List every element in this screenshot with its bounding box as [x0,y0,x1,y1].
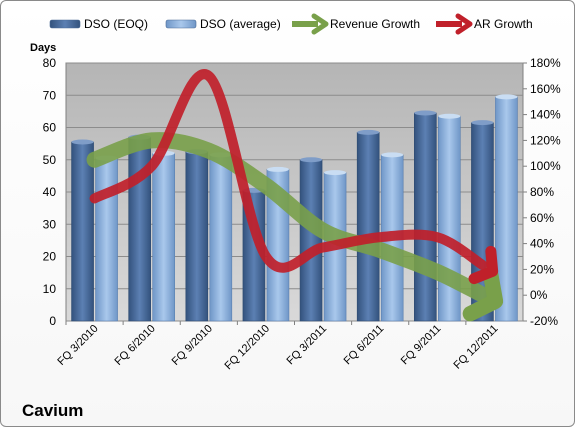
ar-growth-line [89,69,488,273]
legend-arrow-head [455,13,473,35]
legend-label: DSO (EOQ) [84,17,148,31]
bar-dso-eoq [414,112,437,322]
category-label: FQ 9/2010 [170,323,215,368]
right-tick-label: 0% [530,288,548,302]
left-tick-label: 10 [43,282,57,296]
right-tick-label: 80% [530,185,554,199]
bar-dso-average-top [381,152,404,158]
bar-dso-eoq-top [71,139,94,145]
bar-dso-eoq-top [414,110,437,116]
left-tick-label: 20 [43,250,57,264]
category-label: FQ 3/2011 [285,323,330,368]
revenue-growth-line [86,132,489,302]
bar-dso-average [95,157,118,322]
legend-label: DSO (average) [200,17,281,31]
bar-dso-eoq [185,151,209,322]
category-label: FQ 9/2011 [399,323,444,368]
left-tick-label: 40 [43,185,57,199]
bar-dso-eoq-top [300,157,323,163]
bar-dso-eoq [356,132,380,322]
legend-label: Revenue Growth [330,17,420,31]
bar-dso-average [152,153,175,322]
right-tick-label: 160% [530,82,561,96]
category-label: FQ 12/2011 [452,323,501,372]
bar-dso-eoq-top [471,120,494,126]
legend-label: AR Growth [474,17,533,31]
revenue-growth-arrowhead [462,265,504,322]
right-tick-label: 60% [530,211,554,225]
right-tick-label: 20% [530,262,554,276]
category-label: FQ 12/2010 [222,323,272,373]
left-tick-label: 70 [43,88,57,102]
bar-dso-average-top [495,94,518,100]
bar-dso-average-top [324,170,347,176]
right-tick-label: 180% [530,56,561,70]
right-tick-label: 40% [530,237,554,251]
legend: DSO (EOQ) DSO (average) Revenue Growth AR G… [49,13,533,35]
chart-title: Cavium [22,401,83,420]
left-tick-label: 30 [43,217,57,231]
bar-dso-average-top [438,113,461,119]
left-tick-label: 60 [43,121,57,135]
left-axis-label: Days [30,42,56,54]
right-tick-label: 100% [530,159,561,173]
left-tick-label: 80 [43,56,57,70]
bar-dso-average-top [266,166,289,172]
ar-growth-arrowhead [468,245,499,285]
right-tick-label: -20% [530,314,558,328]
bar-dso-eoq [71,141,94,322]
legend-swatch [165,19,197,29]
bar-dso-average [209,154,233,322]
right-tick-label: 140% [530,108,561,122]
bar-dso-eoq-top [357,129,380,135]
category-label: FQ 6/2010 [113,323,158,368]
bar-dso-eoq [299,159,323,322]
left-tick-label: 0 [49,314,56,328]
left-tick-label: 50 [43,153,57,167]
legend-swatch [49,19,81,29]
category-label: FQ 6/2011 [342,323,387,368]
growth-lines [86,69,504,322]
category-label: FQ 3/2010 [55,323,100,368]
legend-arrow-head [311,13,329,35]
right-tick-label: 120% [530,133,561,147]
